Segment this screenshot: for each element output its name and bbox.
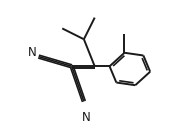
Text: N: N — [82, 111, 91, 124]
Text: N: N — [28, 46, 37, 59]
